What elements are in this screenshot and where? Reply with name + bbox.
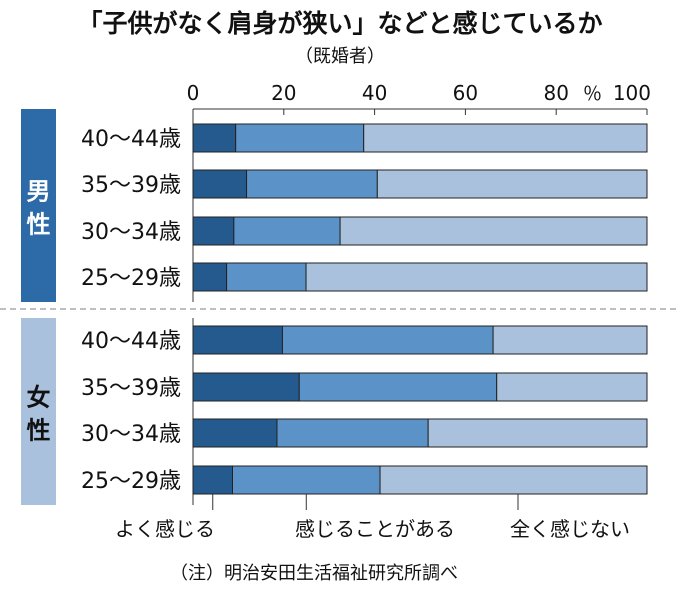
bar-segment xyxy=(281,325,494,355)
category-label: 25～29歳 xyxy=(81,266,181,291)
bar-segment xyxy=(379,465,648,495)
bar-segment xyxy=(192,465,233,495)
bar-segment xyxy=(305,262,648,292)
unit-label: ％ xyxy=(583,83,602,105)
bar-segment xyxy=(233,216,341,246)
bar-segment xyxy=(427,418,648,448)
bar-segment xyxy=(192,123,237,153)
bar-segment xyxy=(235,123,365,153)
group-label: 男 xyxy=(27,178,51,206)
source-note: （注）明治安田生活福祉研究所調べ xyxy=(170,563,458,584)
bar-segment xyxy=(226,262,307,292)
category-label: 30～34歳 xyxy=(81,220,181,245)
chart-title: 「子供がなく肩身が狭い」などと感じているか xyxy=(77,9,602,38)
bar-segment xyxy=(298,372,498,402)
category-label: 35～39歳 xyxy=(81,376,181,401)
bar-segment xyxy=(339,216,648,246)
bar-segment xyxy=(231,465,381,495)
category-label: 25～29歳 xyxy=(81,469,181,494)
bar-segment xyxy=(276,418,429,448)
category-label: 40～44歳 xyxy=(81,329,181,354)
bar-segment xyxy=(246,169,378,199)
x-tick-label: 0 xyxy=(187,81,200,105)
bar-segment xyxy=(192,169,248,199)
x-tick-label: 80 xyxy=(543,81,568,105)
x-tick-label: 100 xyxy=(613,81,651,105)
x-tick-label: 40 xyxy=(362,81,387,105)
bar-segment xyxy=(192,372,300,402)
category-label: 30～34歳 xyxy=(81,422,181,447)
bar-segment xyxy=(192,262,228,292)
x-tick-label: 20 xyxy=(271,81,296,105)
legend-label: 感じることがある xyxy=(295,517,455,541)
legend-label: 全く感じない xyxy=(510,517,630,541)
group-band xyxy=(21,109,56,302)
x-tick-label: 60 xyxy=(453,81,478,105)
category-label: 40～44歳 xyxy=(81,127,181,152)
bar-segment xyxy=(496,372,648,402)
bar-segment xyxy=(192,216,235,246)
category-label: 35～39歳 xyxy=(81,173,181,198)
group-label: 性 xyxy=(27,211,51,239)
group-label: 性 xyxy=(27,417,51,445)
bar-segment xyxy=(376,169,648,199)
bar-segment xyxy=(192,325,283,355)
legend-label: よく感じる xyxy=(115,517,215,541)
chart-subtitle: （既婚者） xyxy=(295,46,385,67)
bar-segment xyxy=(192,418,278,448)
bar-segment xyxy=(363,123,648,153)
group-label: 女 xyxy=(27,384,51,412)
bar-segment xyxy=(492,325,648,355)
group-band xyxy=(21,318,56,505)
